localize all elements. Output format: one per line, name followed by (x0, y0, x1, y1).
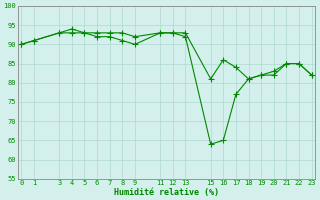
X-axis label: Humidité relative (%): Humidité relative (%) (114, 188, 219, 197)
